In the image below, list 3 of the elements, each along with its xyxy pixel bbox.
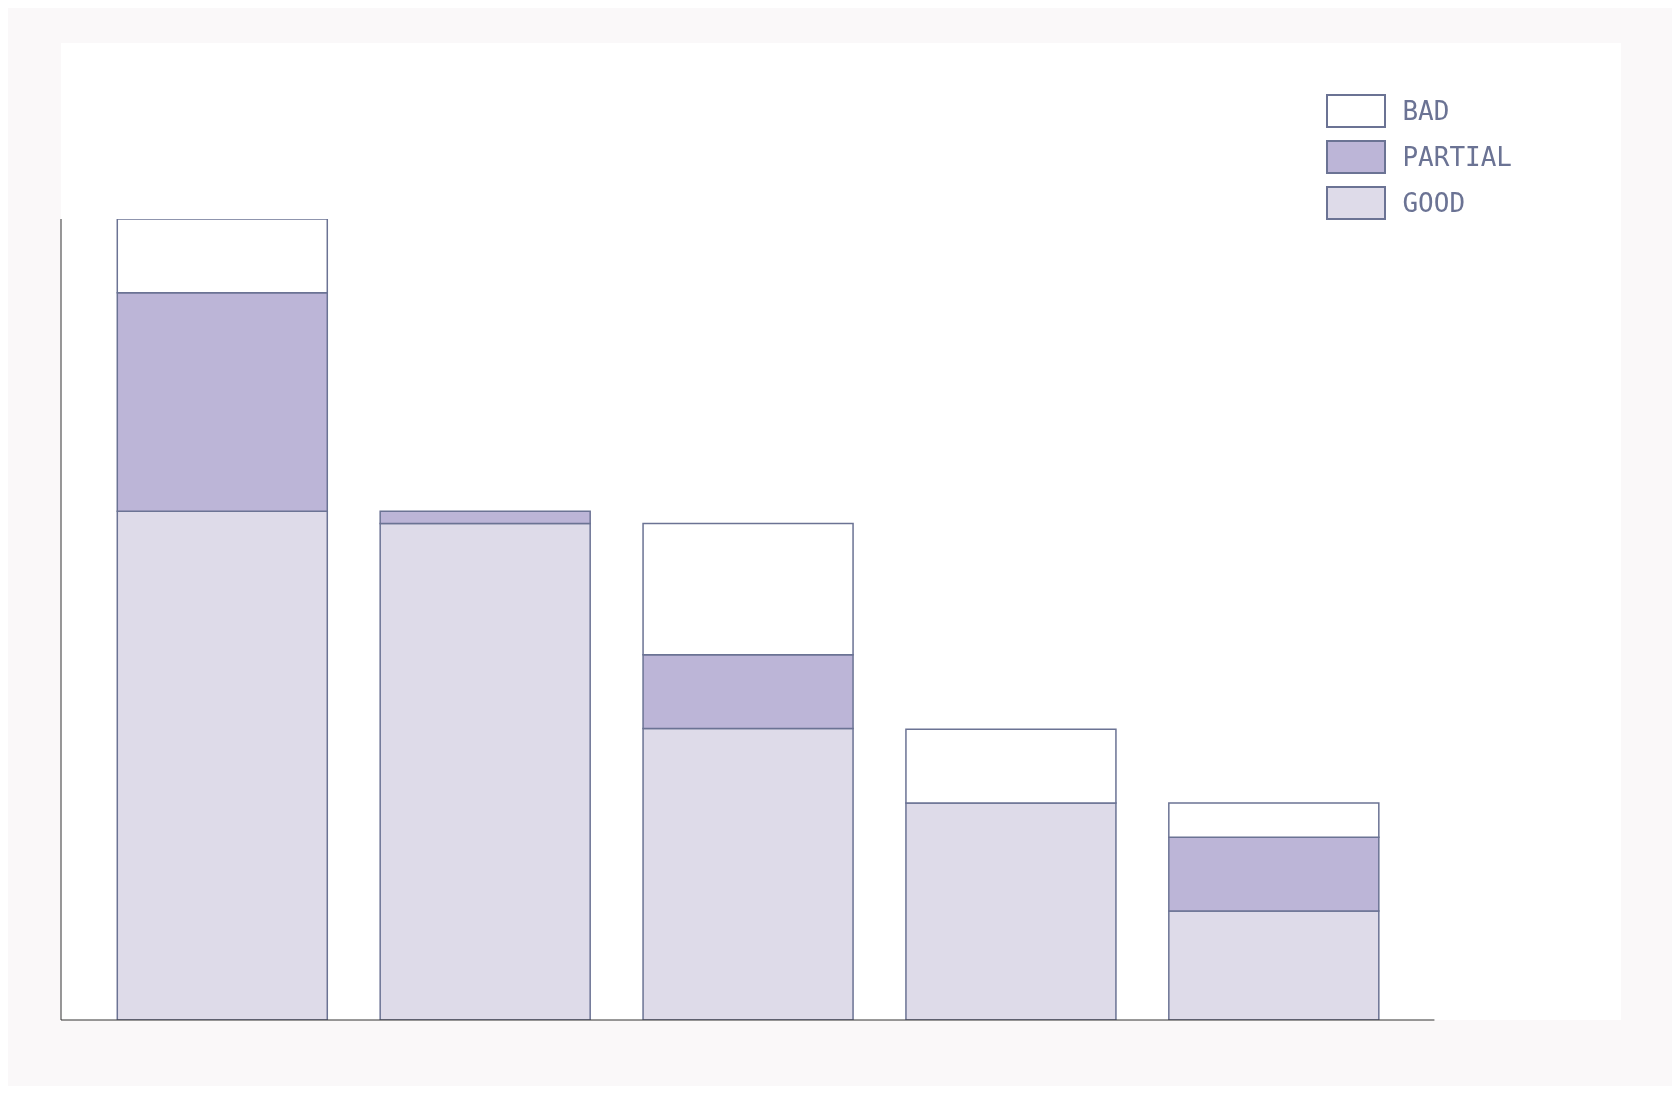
legend-label: BAD — [1402, 96, 1450, 126]
legend-label: PARTIAL — [1402, 142, 1512, 172]
legend-label: GOOD — [1402, 188, 1466, 218]
